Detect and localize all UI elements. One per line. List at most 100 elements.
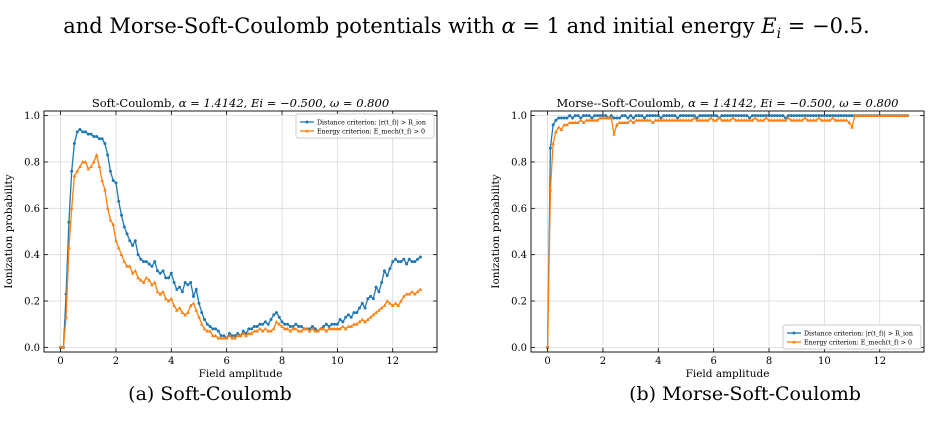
legend-box xyxy=(782,324,922,350)
data-point-energy xyxy=(662,118,666,122)
data-point-energy xyxy=(83,159,88,164)
data-point-energy xyxy=(814,118,818,122)
data-point-energy xyxy=(769,118,774,122)
data-point-distance xyxy=(842,114,846,118)
data-point-distance xyxy=(565,116,569,120)
data-point-energy xyxy=(92,159,96,164)
data-point-energy xyxy=(808,118,813,122)
data-point-distance xyxy=(759,114,763,118)
x-tick-label: 10 xyxy=(818,356,831,367)
data-point-energy xyxy=(742,118,746,122)
data-point-distance xyxy=(333,322,337,326)
data-point-energy xyxy=(324,329,329,333)
data-point-energy xyxy=(396,303,401,308)
data-point-distance xyxy=(761,114,765,118)
data-point-distance xyxy=(84,130,88,134)
data-point-energy xyxy=(125,264,129,268)
data-point-distance xyxy=(665,114,669,118)
data-point-energy xyxy=(382,303,387,308)
data-point-energy xyxy=(150,282,154,287)
data-point-energy xyxy=(764,115,769,120)
data-point-energy xyxy=(648,118,652,122)
data-point-distance xyxy=(584,114,588,118)
data-point-distance xyxy=(571,116,575,120)
data-point-distance xyxy=(161,269,165,273)
data-point-energy xyxy=(587,118,591,122)
data-point-distance xyxy=(579,116,583,120)
data-point-energy xyxy=(875,113,879,118)
data-point-distance xyxy=(753,114,757,118)
data-point-distance xyxy=(294,322,298,326)
data-point-distance xyxy=(214,327,218,331)
data-point-energy xyxy=(219,336,223,340)
data-point-distance xyxy=(670,114,674,118)
data-point-distance xyxy=(369,294,373,298)
data-point-distance xyxy=(391,260,395,264)
data-point-distance xyxy=(122,225,126,229)
chart-title-name: Morse--Soft-Coulomb xyxy=(557,96,681,110)
data-point-energy xyxy=(548,187,553,192)
data-point-distance xyxy=(241,329,245,333)
data-point-distance xyxy=(623,114,627,118)
data-point-distance xyxy=(775,114,779,118)
data-point-energy xyxy=(183,312,187,317)
energy-equals: = −0.5. xyxy=(781,14,870,38)
data-point-distance xyxy=(164,276,168,280)
data-point-distance xyxy=(330,322,334,326)
data-point-energy xyxy=(722,118,727,122)
data-point-energy xyxy=(172,303,176,308)
data-point-distance xyxy=(258,322,262,326)
data-point-energy xyxy=(352,322,356,326)
data-point-energy xyxy=(191,301,196,305)
data-point-energy xyxy=(562,122,567,127)
data-point-energy xyxy=(216,336,221,340)
data-point-energy xyxy=(545,345,550,349)
data-point-energy xyxy=(75,169,80,173)
data-point-energy xyxy=(841,118,846,122)
data-point-distance xyxy=(828,114,832,118)
data-point-distance xyxy=(233,334,237,338)
data-point-energy xyxy=(233,336,237,340)
data-point-energy xyxy=(263,326,268,331)
data-point-distance xyxy=(133,239,137,243)
data-point-distance xyxy=(131,243,135,247)
data-point-distance xyxy=(191,294,195,298)
legend-label: Energy criterion: E_mech(t_f) > 0 xyxy=(804,340,912,347)
data-point-distance xyxy=(551,123,555,127)
data-point-distance xyxy=(673,114,677,118)
data-point-energy xyxy=(606,115,611,120)
data-point-distance xyxy=(255,325,259,329)
series-line-distance xyxy=(546,114,908,348)
data-point-energy xyxy=(703,118,708,122)
data-point-energy xyxy=(302,326,306,331)
data-point-energy xyxy=(853,113,857,118)
data-point-energy xyxy=(100,178,104,182)
chart-panel-b: 0 2 4 6 8 10 12 0.0 0.2 0.4 0.6 0.8 1.0 Field amplitu… xyxy=(490,96,925,380)
data-point-energy xyxy=(556,125,561,129)
data-point-distance xyxy=(70,169,74,173)
data-point-distance xyxy=(814,114,818,118)
data-point-distance xyxy=(784,116,788,120)
y-tick-label: 0.4 xyxy=(511,250,527,261)
data-point-energy xyxy=(415,289,420,294)
data-point-distance xyxy=(756,114,760,118)
data-point-distance xyxy=(230,334,234,338)
data-point-distance xyxy=(601,114,605,118)
data-point-distance xyxy=(125,232,129,236)
data-point-energy xyxy=(825,118,829,122)
data-point-energy xyxy=(639,118,644,122)
data-point-distance xyxy=(728,114,732,118)
data-point-energy xyxy=(202,326,207,331)
data-point-energy xyxy=(850,125,854,129)
data-point-distance xyxy=(396,260,400,264)
data-point-distance xyxy=(742,114,746,118)
data-point-distance xyxy=(297,325,301,329)
data-point-distance xyxy=(731,114,735,118)
data-point-energy xyxy=(180,310,185,315)
data-point-energy xyxy=(249,331,254,335)
data-point-distance xyxy=(847,114,851,118)
data-point-energy xyxy=(313,329,318,333)
data-point-distance xyxy=(687,114,691,118)
data-point-energy xyxy=(363,319,367,324)
data-point-energy xyxy=(695,118,699,122)
